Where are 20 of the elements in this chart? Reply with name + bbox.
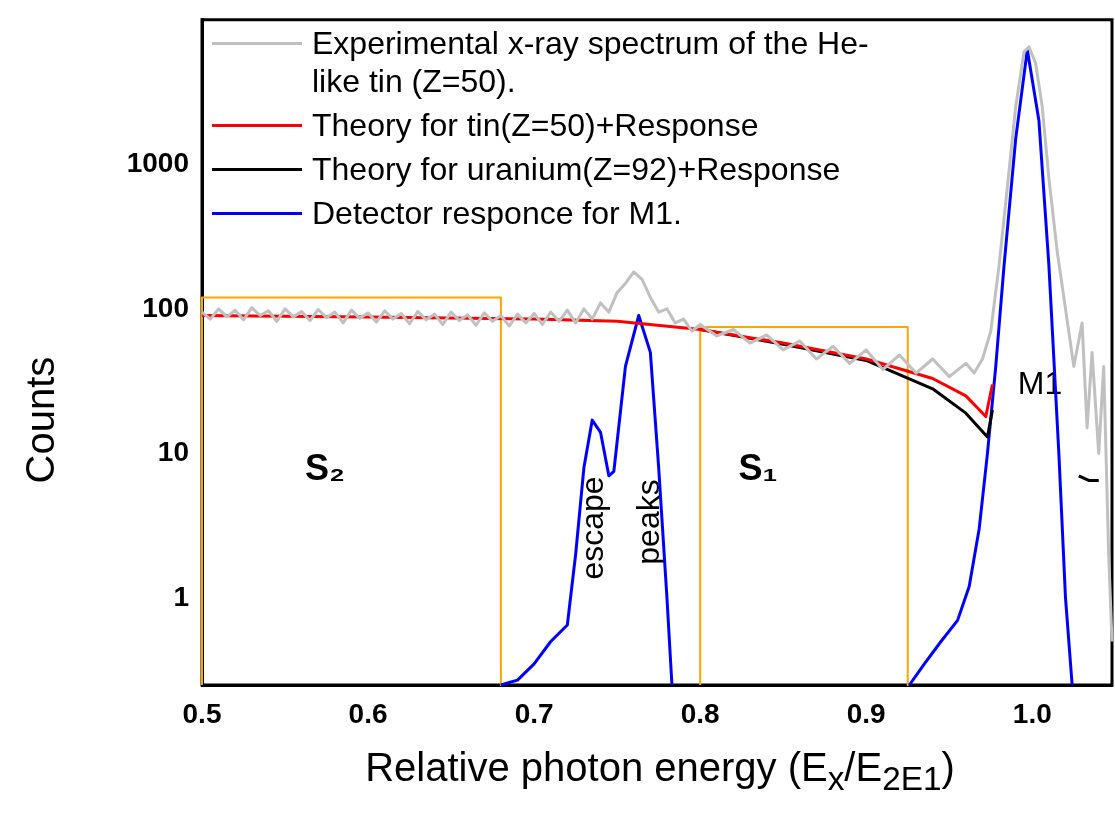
x-tick-label: 0.7 [514,697,554,729]
x-tick-label: 0.5 [182,697,222,729]
legend-label: Theory for uranium(Z=92)+Response [312,150,841,188]
annotation: S₂ [304,446,346,488]
x-tick-label: 0.6 [348,697,388,729]
y-tick-label: 10 [157,436,189,468]
x-tick-label: 1.0 [1012,697,1052,729]
y-tick-label: 1 [173,580,189,612]
legend-label: Experimental x-ray spectrum of the He-like tin (Z=50). [312,24,870,100]
x-tick-label: 0.9 [846,697,886,729]
annotation: peaks [629,479,666,565]
annotation: escape [573,476,610,580]
y-tick-label: 1000 [126,147,189,179]
x-tick-label: 0.8 [680,697,720,729]
annotation: S₁ [738,446,778,488]
y-axis-title: Counts [17,355,63,486]
legend-label: Theory for tin(Z=50)+Response [312,106,759,144]
legend-label: Detector responce for M1. [312,194,682,232]
x-axis-title: Relative photon energy (E$_{x}$/E$_{2E1}$) [364,745,956,798]
y-tick-label: 100 [142,291,189,323]
